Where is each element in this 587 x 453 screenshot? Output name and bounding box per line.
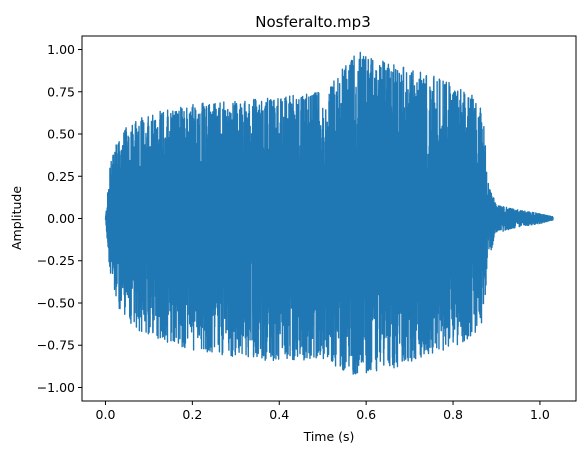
x-tick-label: 0.0 [96, 407, 116, 422]
y-tick-label: 0.25 [47, 169, 75, 184]
waveform-series [104, 51, 554, 375]
y-tick-label: 0.00 [47, 211, 75, 226]
x-tick-label: 1.0 [530, 407, 550, 422]
y-tick-label: −0.75 [37, 338, 75, 353]
x-axis: 0.0 0.2 0.4 0.6 0.8 1.0 [96, 401, 550, 422]
x-tick-label: 0.2 [182, 407, 202, 422]
y-tick-label: −0.25 [37, 253, 75, 268]
y-tick-label: −1.00 [37, 380, 75, 395]
y-axis: −1.00 −0.75 −0.50 −0.25 0.00 0.25 0.50 0.75 1.00 [37, 42, 82, 395]
x-axis-label: Time (s) [303, 429, 355, 444]
x-tick-label: 0.8 [443, 407, 463, 422]
chart-title: Nosferalto.mp3 [255, 13, 371, 31]
x-tick-label: 0.6 [356, 407, 376, 422]
y-tick-label: 1.00 [47, 42, 75, 57]
waveform-line [104, 51, 554, 375]
y-tick-label: −0.50 [37, 295, 75, 310]
y-tick-label: 0.50 [47, 127, 75, 142]
x-tick-label: 0.4 [269, 407, 289, 422]
y-tick-label: 0.75 [47, 84, 75, 99]
y-axis-label: Amplitude [9, 186, 24, 250]
